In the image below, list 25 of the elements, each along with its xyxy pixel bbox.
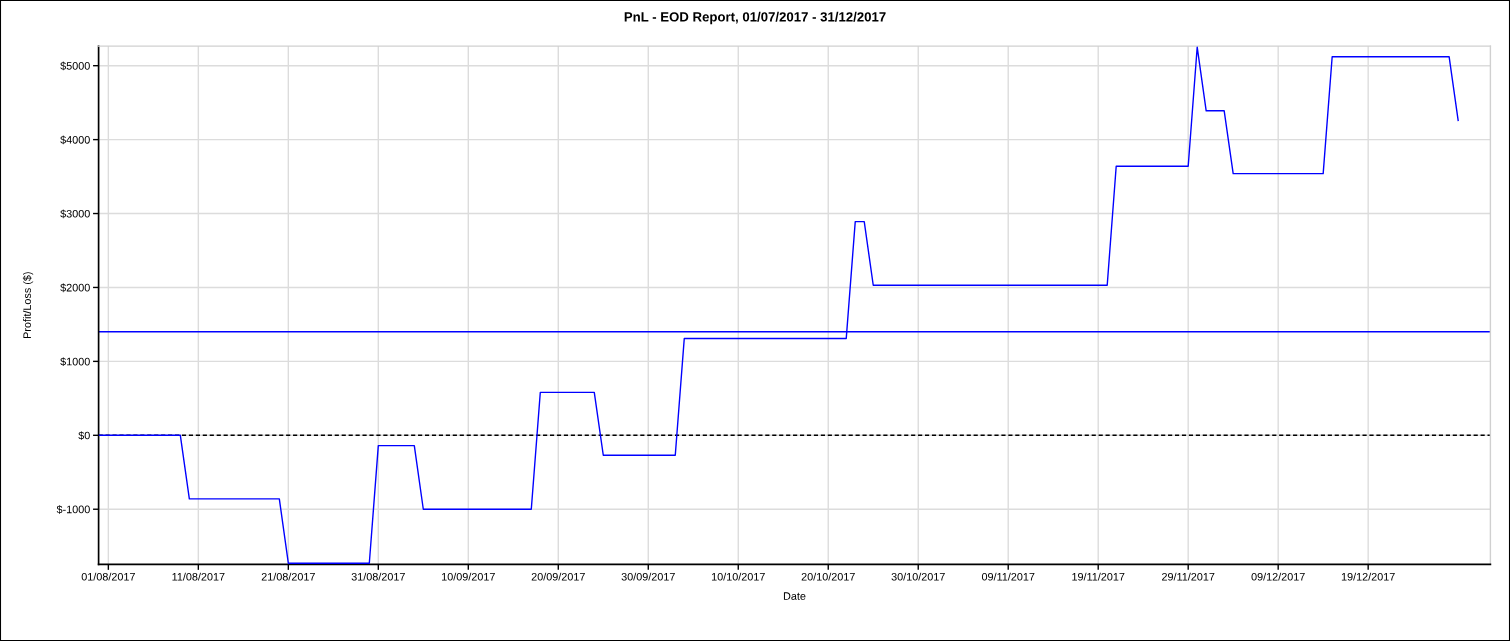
y-tick-label: $1000	[60, 357, 90, 367]
x-tick-label: 11/08/2017	[172, 572, 225, 581]
x-tick-label: 29/11/2017	[1162, 572, 1215, 581]
x-axis-title: Date	[783, 592, 806, 600]
x-tick-label: 09/11/2017	[981, 572, 1035, 581]
y-tick-label: $-1000	[56, 505, 90, 514]
x-tick-label: 19/11/2017	[1072, 572, 1125, 581]
y-tick-label: $3000	[60, 209, 90, 219]
x-tick-label: 09/12/2017	[1251, 572, 1305, 581]
chart-title: PnL - EOD Report, 01/07/2017 - 31/12/2017	[624, 11, 886, 25]
x-tick-label: 30/09/2017	[621, 572, 675, 581]
x-tick-label: 30/10/2017	[891, 572, 945, 581]
x-tick-label: 21/08/2017	[261, 572, 315, 581]
x-tick-label: 20/10/2017	[801, 572, 855, 581]
x-tick-label: 10/10/2017	[711, 572, 765, 581]
x-tick-label: 20/09/2017	[531, 572, 585, 581]
x-tick-label: 01/08/2017	[81, 572, 135, 581]
y-tick-label: $5000	[60, 61, 90, 71]
x-tick-label: 31/08/2017	[351, 572, 405, 581]
y-tick-label: $4000	[60, 135, 90, 145]
y-axis-title: Profit/Loss ($)	[22, 272, 34, 339]
x-tick-label: 19/12/2017	[1341, 572, 1395, 581]
y-tick-label: $0	[78, 431, 90, 440]
y-tick-label: $2000	[60, 283, 90, 293]
x-tick-label: 10/09/2017	[442, 572, 495, 581]
